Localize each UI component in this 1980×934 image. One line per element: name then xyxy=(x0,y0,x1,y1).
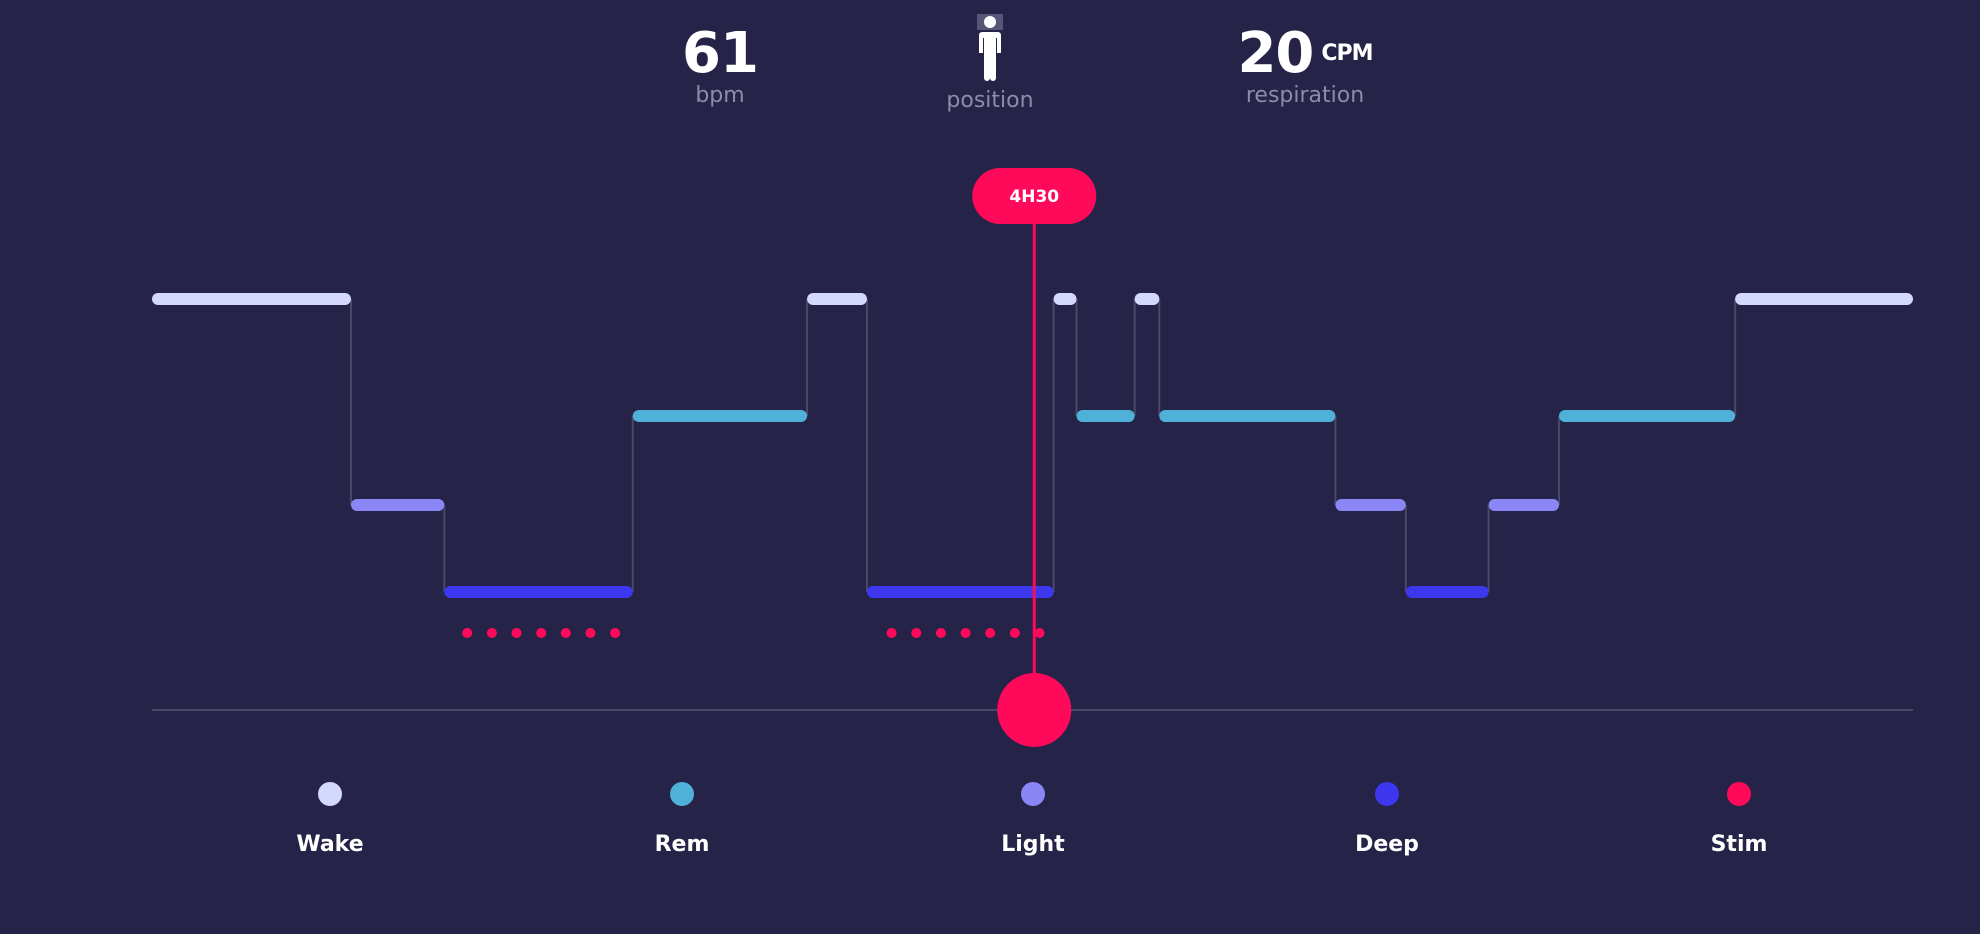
stage-connectors xyxy=(349,299,1737,592)
respiration-unit: CPM xyxy=(1321,41,1373,66)
legend-deep-dot xyxy=(1375,782,1399,806)
heart-rate-value: 61 xyxy=(682,21,759,86)
legend-deep: Deep xyxy=(1307,782,1467,857)
position-label: position xyxy=(946,88,1034,113)
stim-dot xyxy=(960,628,971,638)
time-cursor[interactable]: 4H30 xyxy=(972,168,1097,747)
respiration-value: 20 xyxy=(1237,21,1314,86)
segment-light xyxy=(1488,499,1560,511)
stim-markers xyxy=(462,628,1045,638)
stim-dot xyxy=(585,628,596,638)
legend-wake: Wake xyxy=(250,782,410,857)
stim-dot xyxy=(935,628,946,638)
stim-dot xyxy=(1034,628,1045,638)
segment-deep xyxy=(866,586,1054,598)
segment-light xyxy=(1335,499,1406,511)
segment-wake xyxy=(1735,293,1913,305)
segment-deep xyxy=(1405,586,1489,598)
legend-stim: Stim xyxy=(1659,782,1819,857)
segment-rem xyxy=(632,410,808,422)
respiration-label: respiration xyxy=(1245,83,1365,109)
cursor-time-label: 4H30 xyxy=(1009,187,1059,207)
legend-rem: Rem xyxy=(602,782,762,857)
stim-dot xyxy=(462,628,473,638)
segment-light xyxy=(350,499,445,511)
respiration-metric: 20 CPM respiration xyxy=(1200,20,1410,108)
stim-dot xyxy=(911,628,922,638)
legend-light: Light xyxy=(953,782,1113,857)
segment-rem xyxy=(1159,410,1336,422)
position-metric: position xyxy=(920,14,1060,113)
stim-dot xyxy=(560,628,571,638)
hypnogram-chart[interactable]: 4H30 xyxy=(0,0,1980,760)
legend-stim-dot xyxy=(1727,782,1751,806)
segment-rem xyxy=(1559,410,1736,422)
legend-light-dot xyxy=(1021,782,1045,806)
person-standing-icon xyxy=(977,14,1003,81)
stim-dot xyxy=(486,628,497,638)
segment-wake xyxy=(1134,293,1160,305)
stim-dot xyxy=(886,628,897,638)
stim-dot xyxy=(1009,628,1020,638)
legend-light-label: Light xyxy=(1001,832,1065,857)
stim-dot xyxy=(610,628,621,638)
segment-deep xyxy=(444,586,633,598)
legend-deep-label: Deep xyxy=(1355,832,1419,857)
segment-rem xyxy=(1076,410,1135,422)
stim-dot xyxy=(985,628,996,638)
segment-wake xyxy=(807,293,867,305)
stim-dot xyxy=(511,628,522,638)
legend-rem-dot xyxy=(670,782,694,806)
heart-rate-metric: 61 bpm xyxy=(660,20,780,108)
legend-stim-label: Stim xyxy=(1710,832,1768,857)
respiration-value-row: 20 CPM xyxy=(1200,20,1410,87)
cursor-time-badge xyxy=(972,168,1097,224)
legend-wake-dot xyxy=(318,782,342,806)
stim-dot xyxy=(536,628,547,638)
stage-segments xyxy=(152,293,1913,598)
heart-rate-unit: bpm xyxy=(695,83,745,109)
legend-rem-label: Rem xyxy=(654,832,710,857)
legend-wake-label: Wake xyxy=(296,832,364,857)
segment-wake xyxy=(152,293,351,305)
cursor-drag-handle[interactable] xyxy=(997,673,1072,747)
segment-wake xyxy=(1053,293,1077,305)
